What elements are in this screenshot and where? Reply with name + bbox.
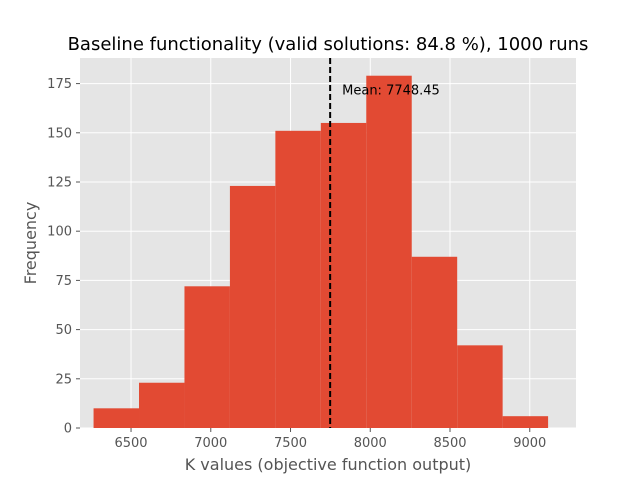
x-tick-label: 8000: [354, 436, 387, 451]
x-axis-ticks: 6500 7000 7500 8000 8500 9000: [114, 428, 546, 451]
histogram-bar: [184, 286, 230, 428]
x-tick-label: 7500: [274, 436, 307, 451]
y-tick-label: 175: [47, 77, 72, 92]
x-axis-label: K values (objective function output): [185, 455, 472, 474]
histogram-bar: [275, 130, 321, 428]
histogram-bar: [457, 345, 503, 428]
y-tick-label: 150: [47, 126, 72, 141]
y-tick-label: 125: [47, 175, 72, 190]
y-tick-label: 25: [55, 372, 72, 387]
x-tick-label: 8500: [433, 436, 466, 451]
histogram-bar: [93, 408, 140, 428]
histogram-bar: [229, 185, 276, 428]
histogram-bar: [502, 416, 549, 428]
histogram-bars: [93, 75, 549, 428]
x-tick-label: 9000: [513, 436, 546, 451]
y-tick-label: 75: [55, 274, 72, 289]
histogram-bar: [411, 256, 458, 428]
chart-title: Baseline functionality (valid solutions:…: [68, 34, 589, 55]
histogram-bar: [366, 75, 412, 428]
mean-annotation: Mean: 7748.45: [342, 83, 440, 98]
y-axis-label: Frequency: [21, 202, 40, 285]
histogram-bar: [320, 122, 367, 428]
y-tick-label: 100: [47, 225, 72, 240]
x-tick-label: 6500: [114, 436, 147, 451]
histogram-bar: [139, 382, 185, 428]
y-axis-ticks: 0 25 50 75 100 125 150 175: [47, 77, 80, 437]
y-tick-label: 50: [55, 323, 72, 338]
y-tick-label: 0: [64, 422, 72, 437]
x-tick-label: 7000: [194, 436, 227, 451]
